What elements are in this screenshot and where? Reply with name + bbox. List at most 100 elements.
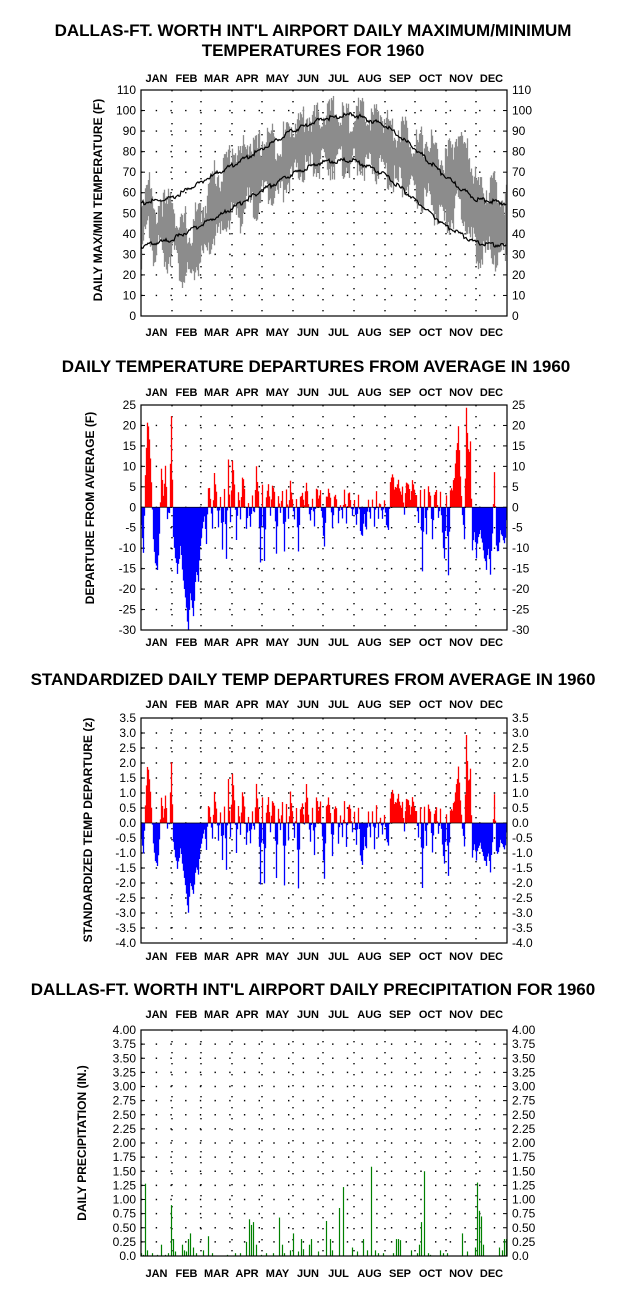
chart3-ytick-right: 3.5 — [512, 711, 529, 725]
chart1-month-label-top: FEB — [176, 73, 198, 85]
chart3-grid — [141, 718, 507, 943]
chart3-month-label-bottom: JUN — [297, 951, 319, 963]
chart4-ytick-left: 1.75 — [113, 1150, 137, 1164]
chart4-month-label-bottom: JAN — [145, 1268, 167, 1280]
chart1-ytick-left: 40 — [123, 227, 137, 241]
chart4-month-label-bottom: OCT — [419, 1268, 443, 1280]
chart2-ytick-right: -15 — [512, 562, 530, 576]
chart4-ytick-left: 2.75 — [113, 1094, 137, 1108]
chart4-ytick-left: 2.00 — [113, 1136, 137, 1150]
chart4-ytick-left: 2.50 — [113, 1108, 137, 1122]
chart4-ytick-left: 0.50 — [113, 1221, 137, 1235]
chart1-ytick-right: 0 — [512, 309, 519, 323]
chart2-month-label-top: APR — [235, 387, 258, 399]
chart4-month-label-bottom: FEB — [176, 1268, 198, 1280]
chart-standardized-departures: STANDARDIZED DAILY TEMP DEPARTURES FROM … — [31, 670, 596, 963]
chart4-ytick-right: 3.00 — [512, 1080, 536, 1094]
chart3-ytick-left: -0.5 — [115, 831, 136, 845]
chart2-month-label-bottom: NOV — [449, 637, 474, 649]
chart3-month-label-bottom: APR — [235, 951, 258, 963]
chart1-month-label-bottom: SEP — [389, 327, 411, 339]
chart4-month-label-top: AUG — [357, 1009, 381, 1021]
chart1-month-label-top: JAN — [145, 73, 167, 85]
chart3-departure-series — [140, 735, 508, 913]
chart4-month-label-top: JAN — [145, 1009, 167, 1021]
chart4-ytick-left: 0.0 — [119, 1249, 136, 1263]
chart3-ytick-left: 2.0 — [119, 756, 136, 770]
chart4-ytick-right: 4.00 — [512, 1023, 536, 1037]
chart2-month-label-top: JUN — [297, 387, 319, 399]
chart4-ytick-right: 3.75 — [512, 1037, 536, 1051]
chart4-ytick-right: 3.50 — [512, 1051, 536, 1065]
chart1-normal-low-line — [140, 156, 507, 249]
chart4-month-label-top: APR — [235, 1009, 258, 1021]
chart3-ytick-left: 3.0 — [119, 726, 136, 740]
chart3-month-label-bottom: FEB — [176, 951, 198, 963]
chart2-border — [140, 404, 508, 631]
chart4-precip-series — [140, 1166, 508, 1256]
chart3-month-label-bottom: MAY — [266, 951, 290, 963]
chart2-month-label-top: AUG — [357, 387, 381, 399]
chart3-ytick-left: -3.5 — [115, 921, 136, 935]
chart1-month-label-top: JUL — [328, 73, 349, 85]
chart4-ytick-right: 0.0 — [512, 1249, 529, 1263]
chart4-ytick-right: 1.25 — [512, 1178, 536, 1192]
chart1-border — [140, 89, 508, 317]
chart3-ytick-right: -3.0 — [512, 906, 533, 920]
chart1-month-label-bottom: MAR — [204, 327, 229, 339]
chart2-month-label-top: DEC — [480, 387, 503, 399]
chart2-ytick-right: 0 — [512, 500, 519, 514]
chart2-ytick-left: -20 — [119, 582, 137, 596]
chart4-ytick-right: 2.75 — [512, 1094, 536, 1108]
chart3-month-label-bottom: AUG — [357, 951, 381, 963]
chart2-ytick-left: 0 — [129, 500, 136, 514]
chart4-ytick-left: 1.00 — [113, 1193, 137, 1207]
chart2-month-label-bottom: JUL — [328, 637, 349, 649]
chart4-ytick-right: 0.25 — [512, 1235, 536, 1249]
chart3-month-label-top: AUG — [357, 699, 381, 711]
chart2-ytick-right: -30 — [512, 623, 530, 637]
chart3-month-label-bottom: MAR — [204, 951, 229, 963]
chart1-ytick-right: 110 — [512, 83, 531, 97]
chart1-ytick-right: 20 — [512, 268, 526, 282]
chart2-ytick-left: 10 — [123, 459, 137, 473]
chart3-ytick-right: -4.0 — [512, 936, 533, 950]
chart3-y-axis-label: STANDARDIZED TEMP DEPARTURE (z) — [81, 718, 95, 943]
chart1-month-label-top: DEC — [480, 73, 503, 85]
chart1-ytick-left: 90 — [123, 124, 137, 138]
chart2-ytick-right: -20 — [512, 582, 530, 596]
chart3-month-label-top: DEC — [480, 699, 503, 711]
chart-temperature-range: DALLAS-FT. WORTH INT'L AIRPORT DAILY MAX… — [55, 21, 572, 339]
chart1-ytick-left: 50 — [123, 206, 137, 220]
chart3-month-label-top: OCT — [419, 699, 443, 711]
chart2-ytick-right: -5 — [512, 521, 523, 535]
chart1-normal-high-line — [141, 111, 507, 207]
chart3-ytick-right: -1.0 — [512, 846, 533, 860]
chart2-month-label-top: JUL — [328, 387, 349, 399]
chart2-month-label-bottom: SEP — [389, 637, 411, 649]
chart1-month-label-bottom: JUN — [297, 327, 319, 339]
chart1-month-label-bottom: OCT — [419, 327, 443, 339]
chart4-ytick-right: 2.25 — [512, 1122, 536, 1136]
chart4-month-label-top: MAR — [204, 1009, 229, 1021]
chart-temperature-departures: DAILY TEMPERATURE DEPARTURES FROM AVERAG… — [62, 357, 571, 649]
chart4-ytick-right: 1.75 — [512, 1150, 536, 1164]
chart3-border — [140, 717, 508, 944]
chart1-month-label-bottom: FEB — [176, 327, 198, 339]
chart2-month-label-bottom: MAR — [204, 637, 229, 649]
chart2-grid — [141, 405, 507, 630]
chart1-title-line2: TEMPERATURES FOR 1960 — [202, 41, 425, 60]
chart4-month-label-bottom: MAR — [204, 1268, 229, 1280]
chart3-month-label-top: MAY — [266, 699, 290, 711]
chart2-ytick-right: 10 — [512, 459, 526, 473]
chart4-ytick-right: 2.00 — [512, 1136, 536, 1150]
chart4-month-label-bottom: NOV — [449, 1268, 474, 1280]
chart2-month-label-bottom: JAN — [145, 637, 167, 649]
chart4-month-label-top: NOV — [449, 1009, 474, 1021]
chart4-y-axis-label: DAILY PRECIPITATION (IN.) — [75, 1065, 89, 1221]
chart2-departure-series — [140, 407, 508, 630]
chart3-ytick-left: -1.0 — [115, 846, 136, 860]
chart4-month-label-bottom: JUN — [297, 1268, 319, 1280]
chart4-ytick-left: 3.00 — [113, 1080, 137, 1094]
